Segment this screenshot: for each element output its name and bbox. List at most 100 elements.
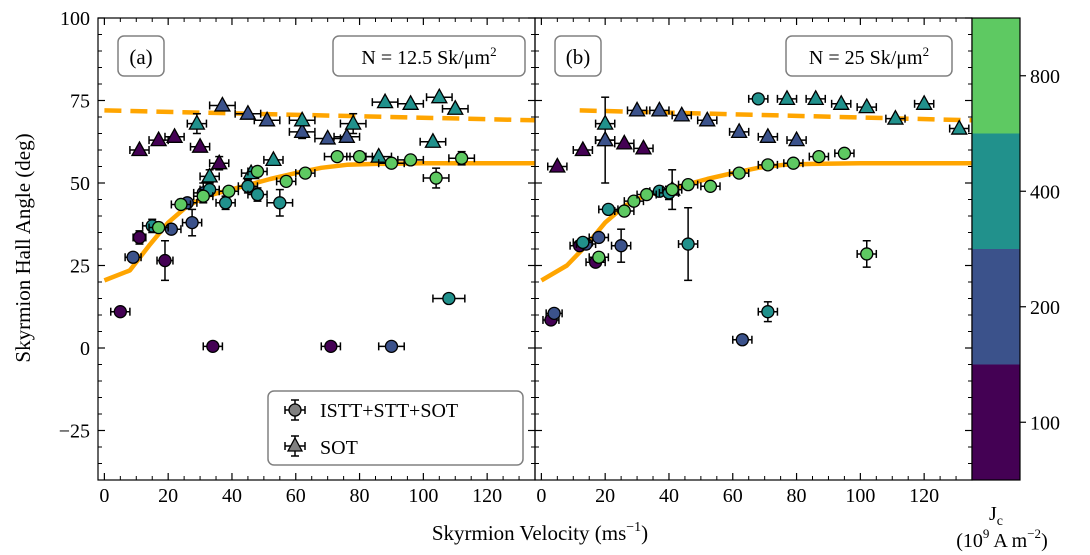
circle-marker xyxy=(786,156,801,170)
circle-marker xyxy=(592,250,606,264)
colorbar-unit-sup: 9 xyxy=(983,526,990,541)
sot-data-point xyxy=(288,110,316,127)
sot-data-point xyxy=(547,157,568,173)
x-tick-label: 80 xyxy=(350,485,370,507)
circle-marker xyxy=(352,149,367,164)
y-tick-label: 0 xyxy=(80,338,90,360)
legend-triangle-marker xyxy=(284,435,306,457)
x-tick-label: 120 xyxy=(472,485,502,507)
sot-data-point xyxy=(757,127,779,143)
circle-marker xyxy=(250,187,265,202)
panel-a-label: (a) xyxy=(129,45,152,69)
circle-marker xyxy=(860,247,874,261)
istt-data-point xyxy=(677,177,699,192)
fit-curve-dashed xyxy=(104,108,536,123)
circle-marker xyxy=(601,202,616,217)
colorbar-segment xyxy=(972,364,1020,480)
y-tick-label: 50 xyxy=(70,173,90,195)
istt-data-point xyxy=(728,166,750,180)
istt-data-point xyxy=(757,301,779,323)
circle-marker xyxy=(592,230,606,245)
panel-b-density-box: N = 25 Sk/μm2 xyxy=(785,35,953,77)
circle-marker xyxy=(384,339,399,354)
sot-data-point xyxy=(397,94,425,110)
colorbar-unit-close: ) xyxy=(1041,530,1048,552)
legend-label-circle: ISTT+STT+SOT xyxy=(320,400,458,422)
circle-marker xyxy=(665,182,679,197)
circle-marker xyxy=(617,204,631,218)
istt-data-point xyxy=(661,182,683,197)
colorbar-unit-sup2: −2 xyxy=(1027,526,1041,541)
sot-data-point xyxy=(830,94,852,110)
istt-data-point xyxy=(732,333,753,347)
colorbar-unit-open: (10 xyxy=(956,530,983,552)
triangle-marker xyxy=(596,114,614,130)
istt-data-point xyxy=(266,188,294,217)
triangle-marker xyxy=(548,157,566,173)
circle-marker xyxy=(330,149,344,164)
x-axis-label-sup: −1 xyxy=(626,520,641,535)
sot-data-point xyxy=(696,110,718,127)
sot-data-point xyxy=(253,110,281,127)
colorbar-unit: (109 A m−2) xyxy=(956,526,1047,552)
sot-data-point xyxy=(572,140,594,157)
fit-curve-solid xyxy=(540,160,972,283)
colorbar-labels: 100 200 400 800 xyxy=(1020,66,1060,434)
colorbar-tick-label: 200 xyxy=(1030,297,1060,319)
y-tick-label: −25 xyxy=(59,421,90,443)
circle-marker xyxy=(681,177,695,192)
istt-data-point xyxy=(610,228,632,263)
sot-data-point xyxy=(786,130,807,147)
x-tick-label: 120 xyxy=(909,485,939,507)
triangle-marker xyxy=(264,150,283,167)
istt-data-point xyxy=(323,149,351,164)
istt-data-point xyxy=(432,291,466,306)
colorbar-segment xyxy=(972,249,1020,365)
sot-data-point xyxy=(189,137,211,153)
x-tick-label: 40 xyxy=(659,485,679,507)
triangle-marker xyxy=(915,94,933,110)
triangle-marker xyxy=(759,127,777,143)
sot-data-point xyxy=(626,101,648,117)
circle-marker xyxy=(735,333,749,347)
panel-b-label-box: (b) xyxy=(554,35,602,77)
sot-data-point xyxy=(776,89,798,105)
triangle-marker xyxy=(787,130,806,147)
sot-data-point xyxy=(913,94,935,110)
triangle-marker xyxy=(615,134,633,150)
circle-marker xyxy=(273,196,287,210)
sot-data-point xyxy=(208,96,236,112)
istt-data-point xyxy=(747,92,769,106)
circle-marker xyxy=(681,237,695,251)
colorbar-frame xyxy=(971,17,1021,481)
sot-data-point xyxy=(425,87,453,104)
istt-data-point xyxy=(148,220,169,235)
colorbar-unit-mid: A m xyxy=(989,530,1027,552)
circle-marker xyxy=(132,230,147,245)
triangle-marker xyxy=(188,114,206,130)
x-tick-labels: 0 20 40 60 80 100 120 0 20 40 60 80 100 120 xyxy=(99,485,939,507)
x-tick-label: 20 xyxy=(595,485,615,507)
colorbar-title: Jc xyxy=(989,503,1003,529)
circle-marker xyxy=(703,179,718,193)
panel-a-density-sup: 2 xyxy=(490,44,497,59)
triangle-marker xyxy=(634,139,653,155)
circle-marker xyxy=(627,194,641,208)
sot-data-point xyxy=(613,134,635,150)
sot-data-point xyxy=(164,127,185,143)
x-axis-label: Skyrmion Velocity (ms−1) xyxy=(432,520,648,545)
triangle-marker xyxy=(293,122,311,139)
triangle-marker xyxy=(446,99,464,115)
x-tick-label: 100 xyxy=(845,485,875,507)
triangle-marker xyxy=(239,104,257,120)
circle-marker xyxy=(732,166,746,180)
istt-data-point xyxy=(377,339,405,354)
sot-data-point xyxy=(419,132,447,148)
sot-data-point xyxy=(208,153,230,171)
circle-marker xyxy=(218,196,233,210)
panel-a-fits xyxy=(103,108,536,283)
istt-data-point xyxy=(156,240,174,282)
panel-b: (b) N = 25 Sk/μm2 xyxy=(534,17,973,481)
istt-data-point xyxy=(218,184,240,198)
